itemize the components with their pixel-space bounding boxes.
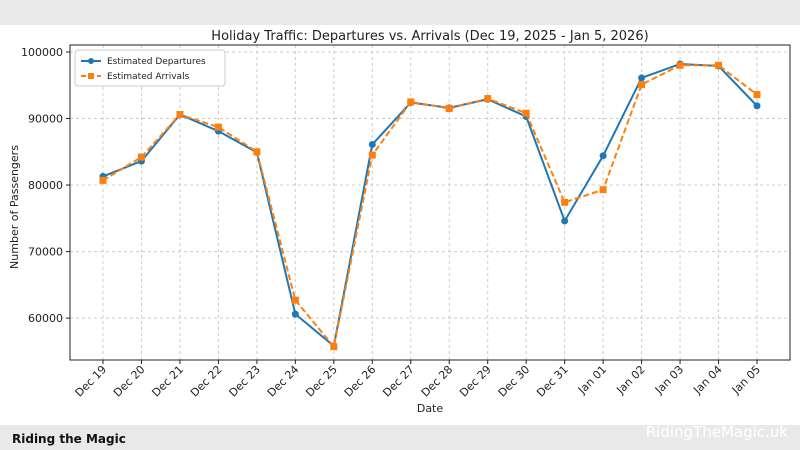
brand: Riding the Magic [12, 432, 126, 446]
y-axis-label: Number of Passengers [8, 145, 21, 269]
marker [445, 105, 453, 113]
x-tick-label: Dec 29 [457, 363, 494, 400]
marker [368, 151, 376, 159]
marker [99, 176, 107, 184]
marker [638, 81, 646, 89]
legend-label: Estimated Arrivals [107, 72, 190, 82]
marker [253, 148, 261, 156]
x-tick-label: Dec 27 [380, 363, 417, 400]
marker [137, 153, 145, 161]
marker [368, 140, 376, 148]
legend-marker [88, 58, 94, 64]
marker [522, 109, 530, 117]
x-tick-label: Jan 03 [652, 363, 686, 397]
x-tick-label: Jan 02 [613, 363, 647, 397]
x-tick-label: Jan 01 [575, 363, 609, 397]
marker [599, 186, 607, 194]
y-tick-label: 70000 [28, 246, 63, 259]
legend-box [74, 49, 226, 87]
x-axis-label: Date [417, 402, 444, 415]
marker [561, 217, 569, 225]
x-tick-label: Jan 05 [729, 363, 763, 397]
y-tick-label: 90000 [28, 113, 63, 126]
x-tick-label: Dec 31 [534, 363, 571, 400]
marker [330, 343, 338, 351]
x-tick-label: Dec 20 [111, 363, 148, 400]
legend-label: Estimated Departures [107, 57, 206, 67]
y-tick-label: 60000 [28, 312, 63, 325]
top-band [0, 0, 800, 25]
chart-title: Holiday Traffic: Departures vs. Arrivals… [211, 29, 648, 44]
marker [291, 310, 299, 318]
marker [291, 296, 299, 304]
x-tick-label: Dec 23 [226, 363, 263, 400]
chart: Holiday Traffic: Departures vs. Arrivals… [8, 29, 791, 415]
marker [561, 198, 569, 206]
series-line [102, 62, 758, 348]
marker [176, 111, 184, 119]
x-tick-label: Dec 19 [73, 363, 110, 400]
x-tick-label: Dec 28 [419, 363, 456, 400]
marker [484, 95, 492, 103]
watermark: RidingTheMagic.uk [645, 423, 788, 441]
marker [407, 98, 415, 106]
marker [676, 61, 684, 69]
x-tick-label: Dec 26 [342, 363, 379, 400]
x-tick-label: Jan 04 [690, 363, 724, 397]
footer-band [0, 425, 800, 450]
x-tick-label: Dec 24 [265, 363, 302, 400]
legend-marker [88, 73, 94, 79]
series-line [102, 64, 758, 349]
marker [715, 61, 723, 69]
x-tick-label: Dec 25 [303, 363, 340, 400]
marker [753, 102, 761, 110]
y-tick-label: 100000 [21, 46, 63, 59]
marker [638, 74, 646, 82]
x-tick-label: Dec 22 [188, 363, 225, 400]
x-tick-label: Dec 21 [149, 363, 186, 400]
y-tick-label: 80000 [28, 179, 63, 192]
plot-frame [69, 44, 791, 361]
marker [599, 152, 607, 160]
marker [214, 123, 222, 131]
x-tick-label: Dec 30 [496, 363, 533, 400]
marker [753, 91, 761, 99]
